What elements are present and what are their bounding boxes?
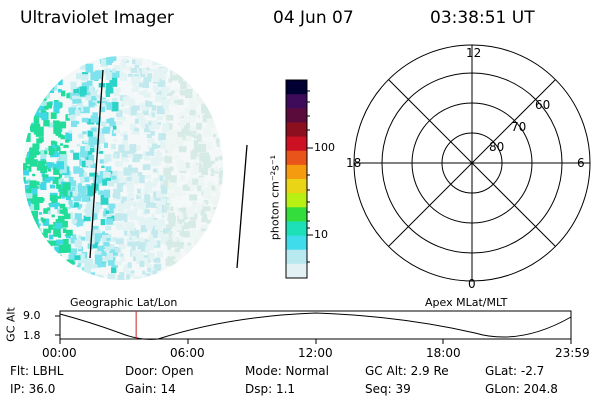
colorbar-band [286, 150, 307, 166]
colorbar-band [286, 207, 307, 222]
timeline-left-label: Geographic Lat/Lon [70, 296, 178, 309]
colorbar-frame [285, 79, 308, 279]
colorbar-tick-100: 100 [314, 141, 335, 154]
timeline-xtick-2359: 23:59 [555, 346, 590, 360]
date-label: 04 Jun 07 [273, 8, 354, 28]
polar-label-60: 60 [535, 98, 551, 112]
time-label: 03:38:51 UT [430, 8, 535, 28]
colorbar [286, 80, 307, 279]
disk-line-left [89, 69, 104, 259]
polar-label-80: 80 [489, 140, 505, 154]
disk-line-right [236, 144, 248, 269]
colorbar-band [286, 249, 307, 265]
colorbar-band [286, 80, 307, 95]
timeline-ytick-9: 9.0 [23, 309, 41, 322]
info-ip: IP: 36.0 [10, 382, 56, 396]
colorbar-band [286, 164, 307, 180]
info-gc-alt: GC Alt: 2.9 Re [365, 364, 449, 378]
polar-label-12: 12 [466, 46, 482, 60]
info-filter: Flt: LBHL [10, 364, 64, 378]
info-mode: Mode: Normal [245, 364, 329, 378]
timeline-xtick-1200: 12:00 [298, 346, 333, 360]
colorbar-band [286, 179, 307, 194]
polar-label-70: 70 [511, 120, 527, 134]
info-gain: Gain: 14 [125, 382, 176, 396]
info-glon: GLon: 204.8 [485, 382, 558, 396]
timeline-frame [59, 310, 572, 340]
timeline-right-label: Apex MLat/MLT [425, 296, 508, 309]
colorbar-band [286, 94, 307, 109]
polar-label-0: 0 [468, 277, 476, 291]
timeline-xtick-0000: 00:00 [42, 346, 77, 360]
timeline-xtick-0600: 06:00 [170, 346, 205, 360]
colorbar-band [286, 193, 307, 208]
polar-label-18: 18 [346, 156, 362, 170]
polar-dial [353, 44, 591, 282]
colorbar-band [286, 235, 307, 251]
colorbar-band [286, 108, 307, 123]
colorbar-band [286, 221, 307, 237]
colorbar-band [286, 136, 307, 152]
altitude-curve [59, 312, 572, 340]
timeline-y-axis-label: GC Alt [4, 307, 18, 342]
colorbar-tick-10: 10 [314, 228, 328, 241]
colorbar-band [286, 263, 307, 279]
timeline-xtick-1800: 18:00 [426, 346, 461, 360]
info-glat: GLat: -2.7 [485, 364, 545, 378]
info-seq: Seq: 39 [365, 382, 411, 396]
imager-title: Ultraviolet Imager [20, 8, 174, 28]
uv-image-disk [23, 56, 223, 280]
timeline-ytick-1-8: 1.8 [23, 329, 41, 342]
colorbar-unit-label: photon cm⁻²s⁻¹ [268, 154, 282, 241]
info-dsp: Dsp: 1.1 [245, 382, 296, 396]
info-door: Door: Open [125, 364, 194, 378]
polar-label-6: 6 [577, 156, 585, 170]
colorbar-band [286, 122, 307, 138]
